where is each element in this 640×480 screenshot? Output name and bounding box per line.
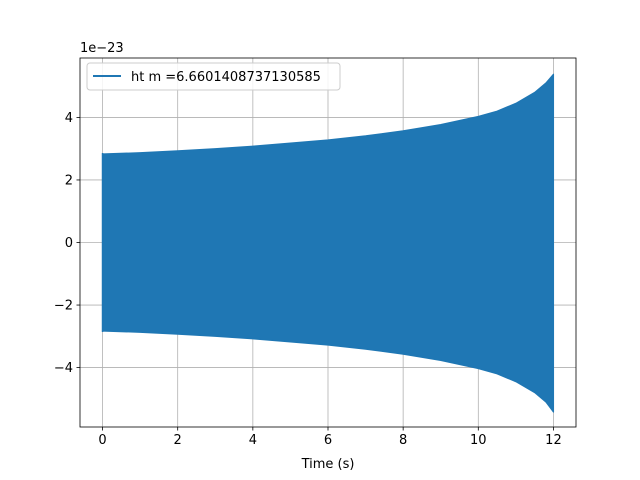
- ticks: 0 2 4 6 8 10 12 −4 −2 0 2 4: [54, 111, 562, 448]
- x-tick-label: 12: [545, 433, 562, 448]
- legend-box: [86, 62, 341, 91]
- y-tick-label: −4: [54, 361, 73, 376]
- data-area: [101, 73, 555, 413]
- y-offset-text: 1e−23: [80, 41, 124, 56]
- y-tick-label: −2: [54, 299, 73, 314]
- y-tick-label: 4: [65, 111, 73, 126]
- x-tick-label: 10: [470, 433, 487, 448]
- x-tick-label: 8: [399, 433, 407, 448]
- x-tick-label: 6: [324, 433, 332, 448]
- x-axis-label: Time (s): [301, 457, 355, 472]
- legend: ht m =6.6601408737130585: [86, 62, 341, 91]
- series-waveform-envelope: [101, 73, 555, 413]
- x-tick-label: 2: [174, 433, 182, 448]
- legend-label: ht m =6.6601408737130585: [131, 70, 321, 85]
- y-tick-label: 0: [65, 236, 73, 251]
- x-tick-label: 4: [249, 433, 257, 448]
- x-tick-label: 0: [98, 433, 106, 448]
- y-tick-label: 2: [65, 173, 73, 188]
